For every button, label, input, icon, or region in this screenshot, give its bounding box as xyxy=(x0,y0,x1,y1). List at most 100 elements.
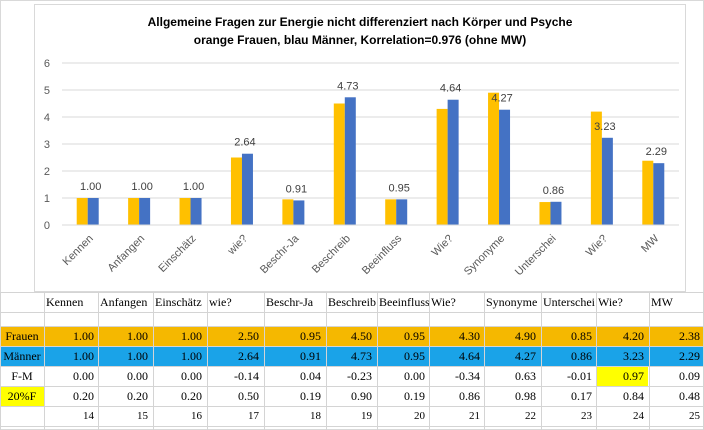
table-cell: -0.01 xyxy=(567,369,592,383)
bar-frauen xyxy=(385,199,397,225)
table-cell: 0.63 xyxy=(515,369,536,383)
x-tick-label: Unterschei xyxy=(513,233,559,279)
table-cell: 0.09 xyxy=(679,369,700,383)
frauen-row: Frauen 1.00 1.00 1.00 2.50 0.95 4.50 0.95 4.30 4.… xyxy=(0,326,704,346)
chart-title-line2: orange Frauen, blau Männer, Korrelation=… xyxy=(193,33,527,47)
table-cell: 0.20 xyxy=(73,389,94,403)
grid-hline xyxy=(0,326,704,327)
bar-maenner xyxy=(293,200,305,225)
row-number: 25 xyxy=(689,410,700,422)
row-number: 15 xyxy=(137,410,148,422)
column-header: Anfangen xyxy=(100,295,148,309)
data-label: 0.86 xyxy=(543,185,564,197)
table-cell: 0.20 xyxy=(181,389,202,403)
table-cell: 0.19 xyxy=(404,389,425,403)
bar-frauen xyxy=(436,108,448,225)
row-label: F-M xyxy=(11,369,33,383)
bar-frauen xyxy=(179,198,191,225)
bar-maenner xyxy=(139,198,151,225)
grid-vline xyxy=(484,292,485,430)
bar-maenner xyxy=(499,109,511,225)
chart-title-line1: Allgemeine Fragen zur Energie nicht diff… xyxy=(147,15,573,29)
grid-vline xyxy=(596,292,597,430)
chart-panel: Allgemeine Fragen zur Energie nicht diff… xyxy=(34,4,686,292)
maenner-row: Männer 1.00 1.00 1.00 2.64 0.91 4.73 0.95 4.64 4.… xyxy=(0,346,704,366)
table-cell: 0.00 xyxy=(181,369,202,383)
column-header: Wie? xyxy=(598,295,623,309)
grid-hline xyxy=(0,426,704,427)
column-header: Einschätz xyxy=(155,295,202,309)
grid-vline xyxy=(44,292,45,430)
column-header: Synonyme xyxy=(486,295,538,309)
table-cell: 4.64 xyxy=(459,349,480,363)
bar-frauen xyxy=(642,160,654,225)
x-tick-label: Wie? xyxy=(430,233,456,259)
table-cell: 0.48 xyxy=(679,389,700,403)
grid-vline xyxy=(649,292,650,430)
table-cell: 0.90 xyxy=(351,389,372,403)
table-cell: 0.97 xyxy=(596,366,648,386)
table-cell: 1.00 xyxy=(127,349,148,363)
column-header: wie? xyxy=(209,295,232,309)
y-tick-label: 2 xyxy=(44,166,50,178)
table-cell: 0.17 xyxy=(571,389,592,403)
y-tick-label: 5 xyxy=(44,85,50,97)
grid-hline xyxy=(0,366,704,367)
x-tick-label: Beschr-Ja xyxy=(258,232,302,276)
grid-vline xyxy=(98,292,99,430)
table-cell: 0.85 xyxy=(571,329,592,343)
bar-maenner xyxy=(550,201,562,225)
bar-frauen xyxy=(76,198,88,225)
row-number: 24 xyxy=(633,410,644,422)
data-label: 1.00 xyxy=(80,181,101,193)
column-header: Beeinfluss xyxy=(379,295,429,309)
table-cell: 0.00 xyxy=(404,369,425,383)
row-number: 14 xyxy=(83,410,94,422)
table-cell: 1.00 xyxy=(181,349,202,363)
x-tick-label: Wie? xyxy=(584,233,610,259)
table-cell: 1.00 xyxy=(73,329,94,343)
bar-maenner xyxy=(396,199,408,225)
y-tick-label: 0 xyxy=(44,220,50,232)
table-cell: 2.50 xyxy=(238,329,259,343)
table-cell: 0.86 xyxy=(571,349,592,363)
row-number: 18 xyxy=(310,410,321,422)
header-row: Kennen Anfangen Einschätz wie? Beschr-Ja Besc… xyxy=(0,292,704,312)
x-tick-label: Einschätz xyxy=(156,233,198,275)
table-cell: 0.20 xyxy=(127,389,148,403)
grid-vline xyxy=(153,292,154,430)
data-label: 0.95 xyxy=(388,182,409,194)
row-number: 20 xyxy=(414,410,425,422)
table-cell: 0.98 xyxy=(515,389,536,403)
table-cell: 0.86 xyxy=(459,389,480,403)
bar-maenner xyxy=(447,99,459,225)
grid-vline xyxy=(429,292,430,430)
table-cell: 0.50 xyxy=(238,389,259,403)
x-tick-label: Beschreib xyxy=(310,233,353,276)
column-header: Unterschei xyxy=(543,295,595,309)
table-cell: 4.90 xyxy=(515,329,536,343)
bar-maenner xyxy=(601,137,613,225)
bar-maenner xyxy=(344,97,356,225)
y-tick-label: 6 xyxy=(44,58,50,70)
table-cell: 2.64 xyxy=(238,349,259,363)
row-number: 23 xyxy=(581,410,592,422)
table-cell: -0.34 xyxy=(455,369,480,383)
table-cell: 0.00 xyxy=(127,369,148,383)
f20-row: 20%F 0.20 0.20 0.20 0.50 0.19 0.90 0.19 0.86 0.98… xyxy=(0,386,704,406)
grid-vline xyxy=(541,292,542,430)
table-cell: 0.91 xyxy=(300,349,321,363)
x-tick-label: Beeinfluss xyxy=(360,232,405,277)
grid-vline xyxy=(264,292,265,430)
data-label: 1.00 xyxy=(183,181,204,193)
table-cell: 2.29 xyxy=(679,349,700,363)
column-header: Beschreib xyxy=(328,295,376,309)
column-header: Kennen xyxy=(46,295,84,309)
bar-maenner xyxy=(87,198,99,225)
grid-hline xyxy=(0,312,704,313)
row-number: 21 xyxy=(469,410,480,422)
table-cell: 1.00 xyxy=(127,329,148,343)
grid-hline xyxy=(0,292,704,293)
data-label: 0.91 xyxy=(286,183,307,195)
row-label: Männer xyxy=(3,349,41,363)
